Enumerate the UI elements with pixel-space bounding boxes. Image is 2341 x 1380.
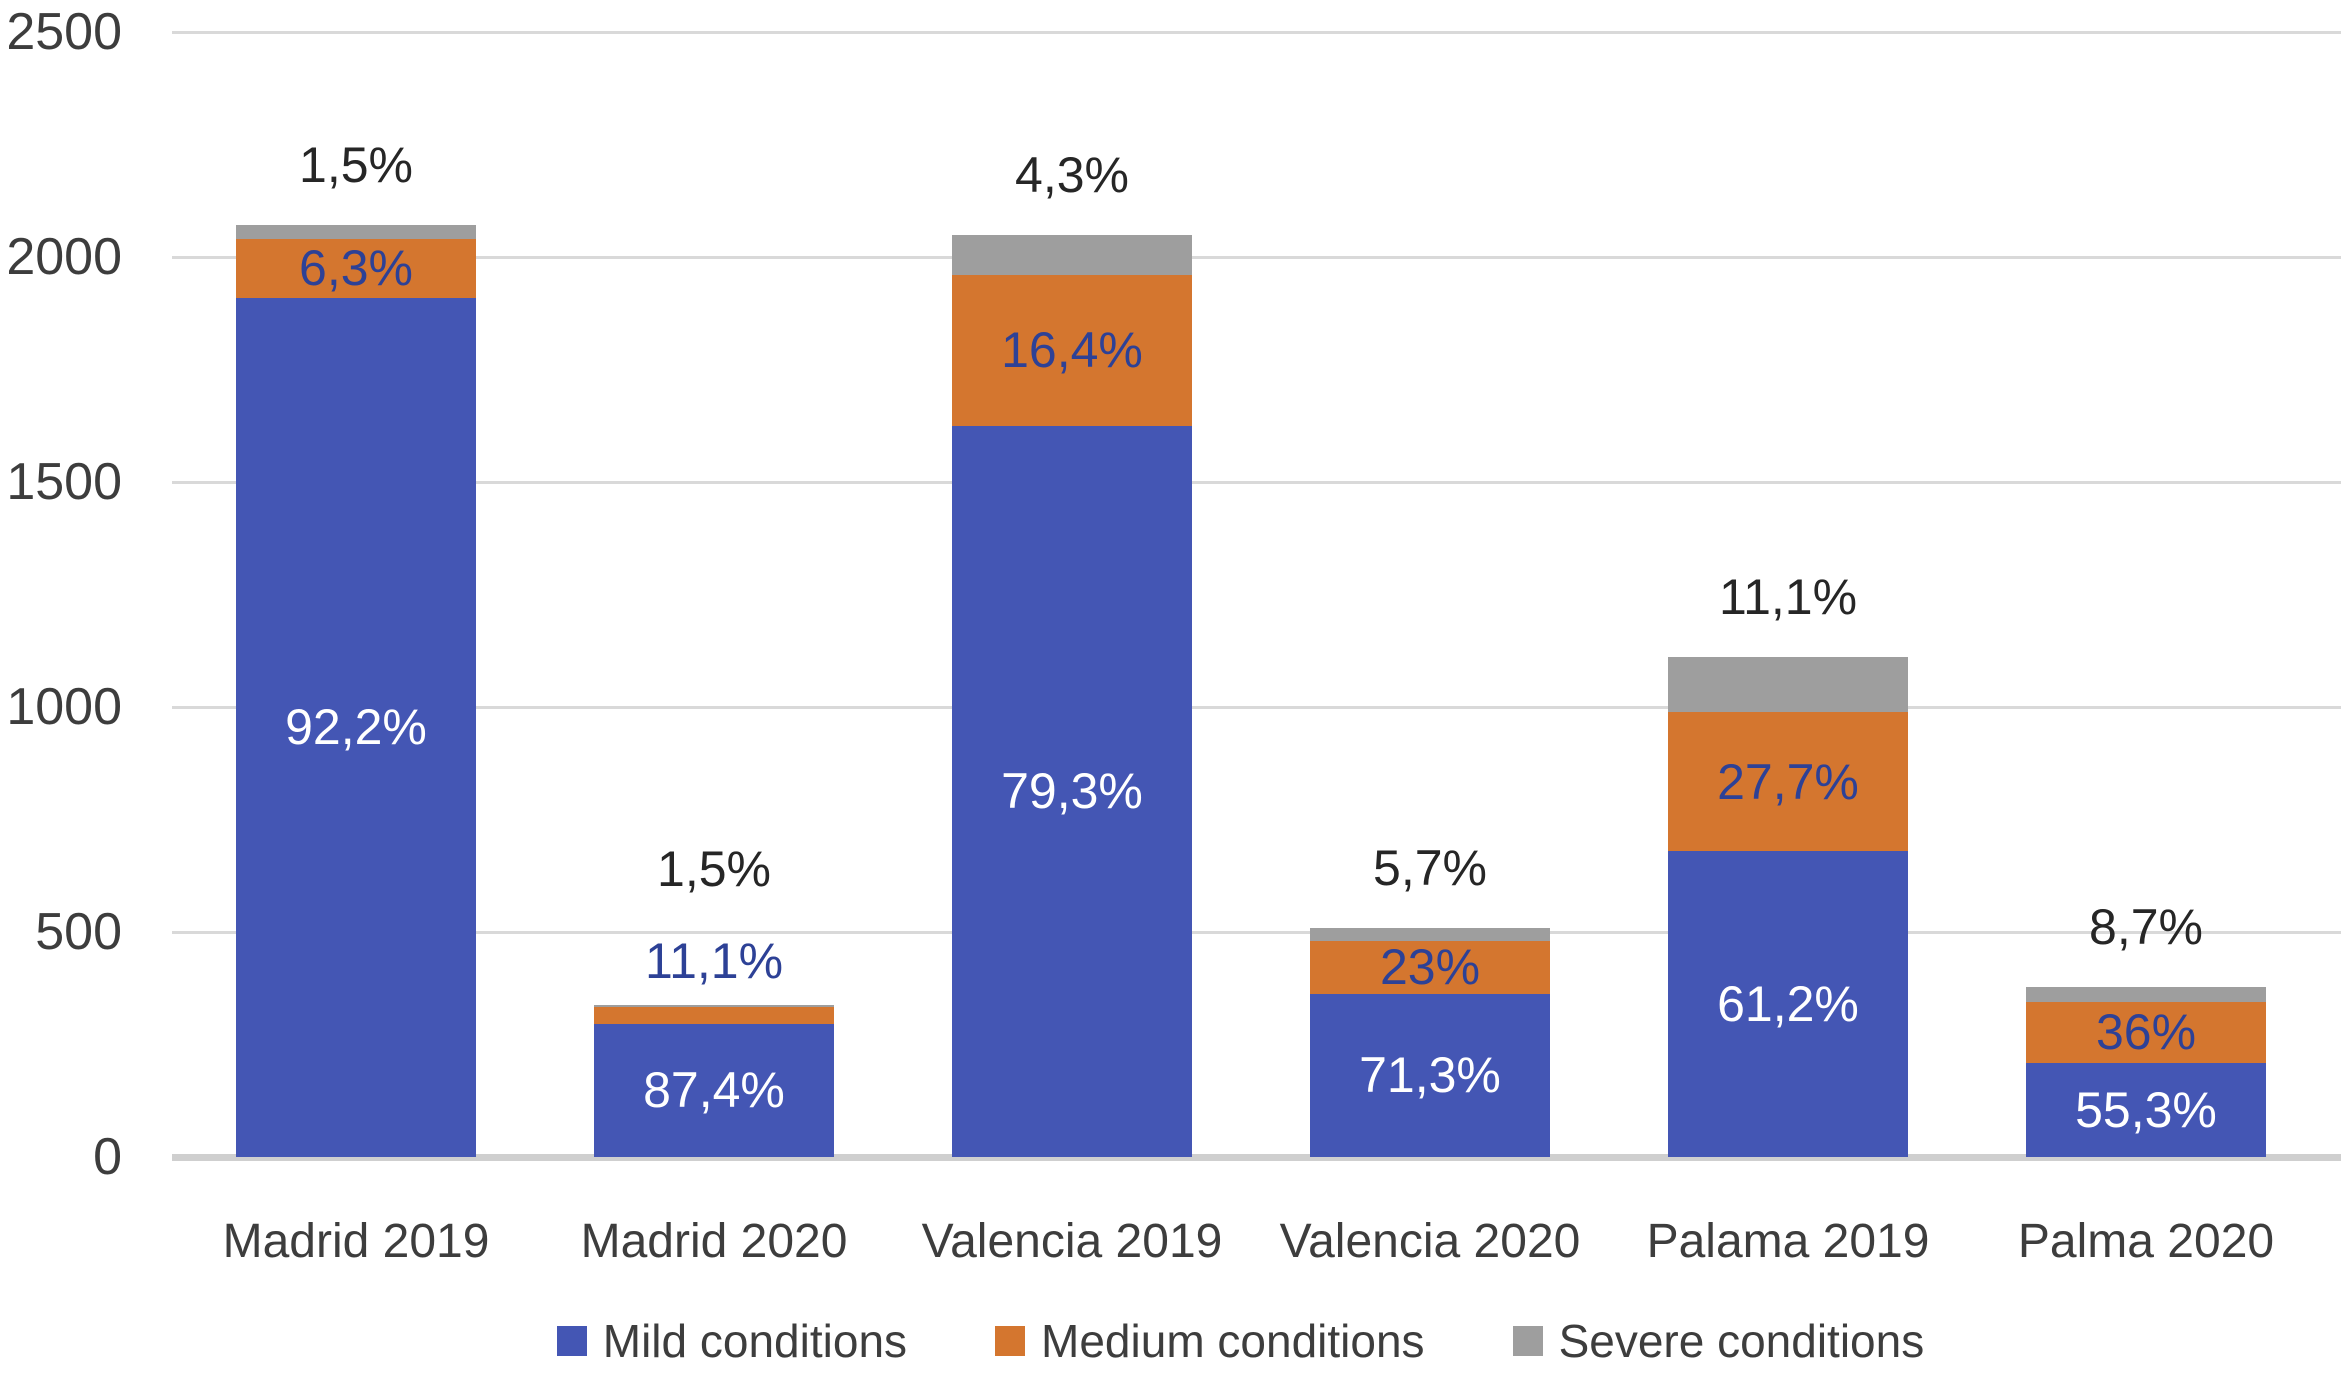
legend-swatch-icon (556, 1326, 587, 1356)
bar-segment-mild-5 (2026, 1062, 2266, 1157)
bar-segment-severe-5 (2026, 986, 2266, 1002)
x-axis-category-label: Valencia 2020 (1279, 1215, 1581, 1268)
y-axis-tick-label: 0 (93, 1128, 122, 1186)
data-label-severe-3: 5,7% (1373, 839, 1487, 896)
gridline-1500 (172, 481, 2341, 484)
y-axis-tick-label: 2500 (6, 3, 122, 61)
x-axis-category-label: Valencia 2019 (921, 1215, 1223, 1268)
gridline-0 (172, 1154, 2341, 1161)
x-axis-category-label: Madrid 2020 (580, 1215, 848, 1268)
legend-label: Medium conditions (1041, 1315, 1425, 1367)
data-label-mild-4: 61,2% (1717, 976, 1859, 1032)
bar-segment-mild-1 (594, 1023, 834, 1157)
x-axis-category-label: Madrid 2019 (222, 1215, 490, 1268)
bar-segment-severe-3 (1310, 927, 1550, 941)
bar-segment-medium-0 (236, 239, 476, 298)
data-label-mild-3: 71,3% (1359, 1047, 1501, 1104)
data-label-severe-0: 1,5% (299, 136, 413, 193)
bar-segment-medium-4 (1668, 712, 1908, 851)
y-axis-tick-label: 2000 (6, 228, 122, 286)
bar-segment-medium-2 (952, 274, 1192, 426)
x-axis-category-label: Palma 2020 (2017, 1215, 2275, 1268)
data-label-mild-1: 87,4% (643, 1062, 785, 1119)
bar-segment-mild-4 (1668, 851, 1908, 1157)
bar-segment-severe-4 (1668, 657, 1908, 713)
data-label-medium-3: 23% (1379, 939, 1481, 996)
data-label-medium-0: 6,3% (299, 240, 413, 297)
legend-item-medium: Medium conditions (995, 1316, 1425, 1366)
bar-segment-mild-2 (952, 425, 1192, 1157)
x-axis-category-label: Palama 2019 (1646, 1215, 1930, 1268)
data-label-mild-2: 79,3% (1001, 763, 1143, 820)
bar-segment-severe-2 (952, 234, 1192, 275)
bar-segment-severe-1 (594, 1004, 834, 1008)
legend-label: Severe conditions (1558, 1315, 1925, 1367)
gridline-2000 (172, 256, 2341, 259)
bar-segment-severe-0 (236, 224, 476, 239)
data-label-severe-1: 1,5% (657, 840, 771, 897)
data-label-mild-5: 55,3% (2075, 1081, 2217, 1138)
gridline-2500 (172, 31, 2341, 34)
data-label-severe-2: 4,3% (1015, 146, 1129, 203)
legend-swatch-icon (1512, 1326, 1543, 1356)
bar-segment-medium-5 (2026, 1001, 2266, 1063)
bar-segment-medium-1 (594, 1007, 834, 1024)
data-label-medium-2: 16,4% (1001, 322, 1143, 379)
legend-label: Mild conditions (602, 1315, 908, 1367)
data-label-mild-0: 92,2% (285, 699, 427, 756)
data-label-severe-5: 8,7% (2089, 898, 2203, 955)
y-axis-tick-label: 1500 (6, 453, 122, 511)
legend: Mild conditions Medium conditions Severe c… (70, 1316, 2341, 1366)
bar-segment-medium-3 (1310, 941, 1550, 994)
y-axis-tick-label: 1000 (6, 678, 122, 736)
bar-segment-mild-0 (236, 297, 476, 1157)
bar-segment-mild-3 (1310, 993, 1550, 1157)
legend-swatch-icon (995, 1326, 1026, 1356)
data-label-medium-4: 27,7% (1717, 753, 1859, 810)
data-label-medium-5: 36% (2095, 1004, 2197, 1061)
legend-item-severe: Severe conditions (1512, 1315, 1925, 1367)
legend-item-mild: Mild conditions (556, 1315, 908, 1367)
data-label-medium-1: 11,1% (644, 932, 784, 989)
gridline-1000 (172, 706, 2341, 709)
y-axis-tick-label: 500 (35, 903, 122, 961)
data-label-severe-4: 11,1% (1718, 569, 1858, 626)
gridline-500 (172, 931, 2341, 934)
